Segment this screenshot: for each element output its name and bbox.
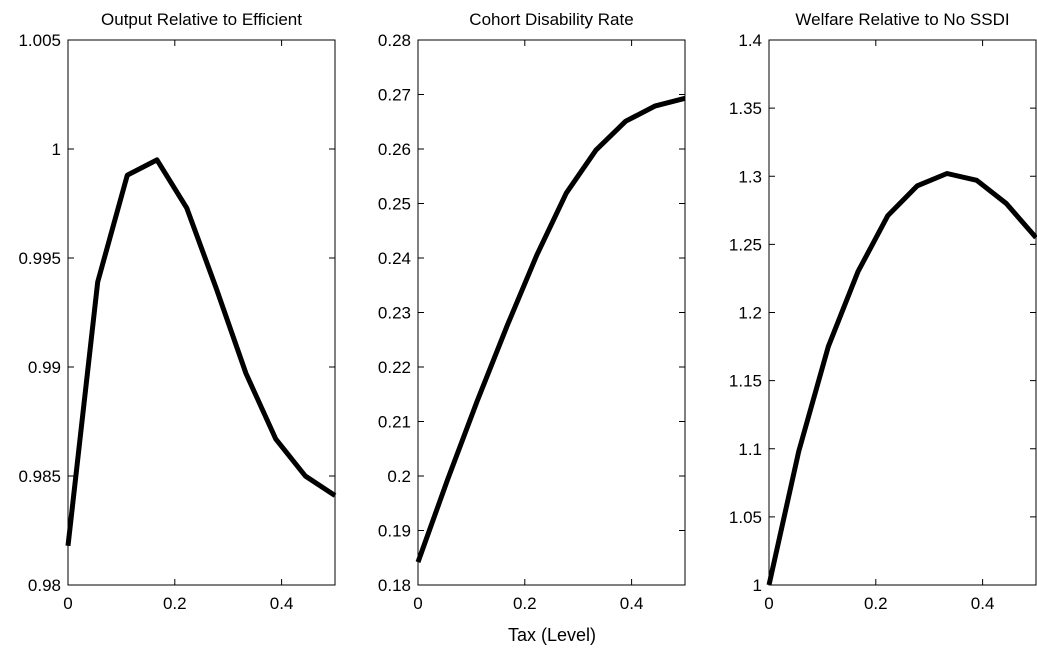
y-tick-label: 0.21 (378, 413, 411, 432)
x-tick-label: 0 (413, 594, 422, 613)
y-tick-label: 1.25 (729, 235, 762, 254)
x-tick-label: 0.2 (864, 594, 888, 613)
y-tick-label: 0.28 (378, 31, 411, 50)
y-tick-label: 0.18 (378, 576, 411, 595)
y-tick-label: 0.27 (378, 86, 411, 105)
x-axis-label: Tax (Level) (508, 625, 596, 645)
y-tick-label: 0.25 (378, 195, 411, 214)
x-tick-label: 0.2 (163, 594, 187, 613)
y-tick-label: 0.99 (28, 358, 61, 377)
subplot-title: Cohort Disability Rate (469, 10, 633, 29)
subplot-title: Output Relative to Efficient (101, 10, 302, 29)
subplot-3: Welfare Relative to No SSDI 0 0.2 0.4 1 1.05 1… (729, 10, 1037, 613)
y-tick-label: 1.2 (738, 304, 762, 323)
y-tick-label: 1.4 (738, 31, 762, 50)
y-tick-label: 1.05 (729, 508, 762, 527)
y-tick-label: 0.995 (18, 249, 61, 268)
plot-frame (417, 39, 686, 586)
y-tick-label: 0.26 (378, 140, 411, 159)
subplot-2: Cohort Disability Rate 0 0.2 0.4 0.18 0.19 0.2… (378, 10, 686, 613)
x-tick-label: 0.2 (513, 594, 537, 613)
plot-frame (768, 39, 1037, 586)
x-tick-label: 0 (63, 594, 72, 613)
y-tick-label: 1 (52, 140, 61, 159)
plot-frame (67, 39, 336, 586)
y-tick-label: 0.22 (378, 358, 411, 377)
y-tick-label: 0.19 (378, 522, 411, 541)
y-tick-label: 0.98 (28, 576, 61, 595)
y-tick-label: 0.24 (378, 249, 411, 268)
series-line (415, 95, 686, 563)
y-tick-label: 1.15 (729, 372, 762, 391)
subplot-1: Output Relative to Efficient 0 0.2 0.4 0.98 0… (18, 10, 337, 613)
subplot-title: Welfare Relative to No SSDI (795, 10, 1009, 29)
series-line (766, 171, 1037, 586)
y-tick-label: 1.35 (729, 99, 762, 118)
x-tick-label: 0.4 (270, 594, 294, 613)
x-tick-label: 0.4 (620, 594, 644, 613)
x-tick-label: 0 (764, 594, 773, 613)
y-tick-label: 1 (753, 576, 762, 595)
y-tick-label: 1.005 (18, 31, 61, 50)
y-tick-label: 1.3 (738, 167, 762, 186)
series-line (65, 157, 337, 547)
y-tick-label: 0.2 (387, 467, 411, 486)
y-tick-label: 1.1 (738, 440, 762, 459)
x-tick-label: 0.4 (971, 594, 995, 613)
y-tick-label: 0.985 (18, 467, 61, 486)
y-tick-label: 0.23 (378, 304, 411, 323)
